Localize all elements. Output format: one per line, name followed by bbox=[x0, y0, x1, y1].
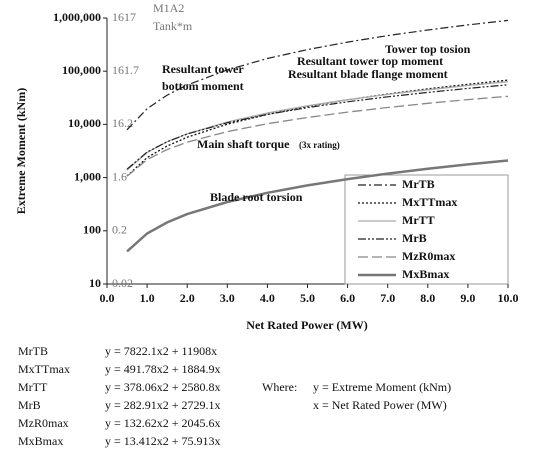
series-line bbox=[126, 81, 509, 171]
where-line: x = Net Rated Power (MW) bbox=[313, 398, 447, 412]
equation-name: MrTB bbox=[18, 344, 48, 358]
x-tick-label: 3.0 bbox=[220, 291, 235, 305]
where-label: Where: bbox=[262, 380, 297, 394]
y-tick-label: 1,000,000 bbox=[53, 10, 101, 24]
y2-axis-title: M1A2 bbox=[153, 1, 184, 15]
y-tick-label: 100,000 bbox=[62, 63, 101, 77]
legend-label: MrB bbox=[402, 231, 427, 245]
y2-tick-label: 16.2 bbox=[112, 116, 133, 130]
annotation: Resultant tower top moment bbox=[297, 54, 443, 68]
series-line bbox=[126, 159, 509, 253]
x-tick-label: 4.0 bbox=[260, 291, 275, 305]
series-line bbox=[126, 19, 509, 131]
y2-tick-label: 0.2 bbox=[112, 223, 127, 237]
equation: y = 132.62x2 + 2045.6x bbox=[105, 416, 221, 430]
y2-tick-label: 0.02 bbox=[112, 276, 133, 290]
annotation: Main shaft torque bbox=[197, 137, 290, 151]
y-tick-label: 10,000 bbox=[68, 116, 101, 130]
y2-tick-label: 1.6 bbox=[112, 169, 127, 183]
y2-axis-unit: Tank*m bbox=[153, 19, 193, 33]
equation: y = 378.06x2 + 2580.8x bbox=[105, 380, 221, 394]
annotation: Resultant tower bbox=[162, 62, 244, 76]
x-axis-title: Net Rated Power (MW) bbox=[246, 318, 367, 332]
equation-name: MxTTmax bbox=[18, 362, 70, 376]
x-tick-label: 9.0 bbox=[460, 291, 475, 305]
equation-name: MrTT bbox=[18, 380, 48, 394]
y-tick-label: 10 bbox=[89, 276, 101, 290]
y-tick-label: 100 bbox=[83, 223, 101, 237]
equation-name: MrB bbox=[18, 398, 41, 412]
equation: y = 13.412x2 + 75.913x bbox=[105, 434, 221, 448]
x-tick-label: 6.0 bbox=[340, 291, 355, 305]
legend-label: MxBmax bbox=[402, 267, 449, 281]
series-line bbox=[126, 84, 509, 170]
y2-tick-label: 161.7 bbox=[112, 63, 139, 77]
x-tick-label: 5.0 bbox=[300, 291, 315, 305]
x-tick-label: 8.0 bbox=[420, 291, 435, 305]
annotation: Blade root torsion bbox=[210, 190, 303, 204]
equation-name: MxBmax bbox=[18, 434, 63, 448]
x-tick-label: 2.0 bbox=[180, 291, 195, 305]
legend-label: MrTB bbox=[402, 177, 435, 191]
annotation: Resultant blade flange moment bbox=[288, 67, 448, 81]
equation-name: MzR0max bbox=[18, 416, 69, 430]
x-tick-label: 0.0 bbox=[100, 291, 115, 305]
y-tick-label: 1,000 bbox=[74, 169, 101, 183]
x-tick-label: 1.0 bbox=[140, 291, 155, 305]
x-tick-label: 10.0 bbox=[498, 291, 519, 305]
where-line: y = Extreme Moment (kNm) bbox=[313, 380, 451, 394]
x-tick-label: 7.0 bbox=[380, 291, 395, 305]
legend-box bbox=[344, 174, 509, 285]
series-line bbox=[126, 79, 509, 177]
legend-label: MzR0max bbox=[402, 249, 455, 263]
series-line bbox=[126, 95, 509, 177]
annotation: bottom moment bbox=[162, 79, 244, 93]
equation: y = 282.91x2 + 2729.1x bbox=[105, 398, 221, 412]
annotation: Tower top tosion bbox=[385, 42, 471, 56]
legend-label: MxTTmax bbox=[402, 195, 457, 209]
equation: y = 491.78x2 + 1884.9x bbox=[105, 362, 221, 376]
y2-tick-label: 1617 bbox=[112, 10, 136, 24]
annotation: (3x rating) bbox=[299, 140, 340, 150]
y-axis-title: Extreme Moment (kNm) bbox=[14, 88, 28, 214]
legend-label: MrTT bbox=[402, 213, 435, 227]
equation: y = 7822.1x2 + 11908x bbox=[105, 344, 217, 358]
